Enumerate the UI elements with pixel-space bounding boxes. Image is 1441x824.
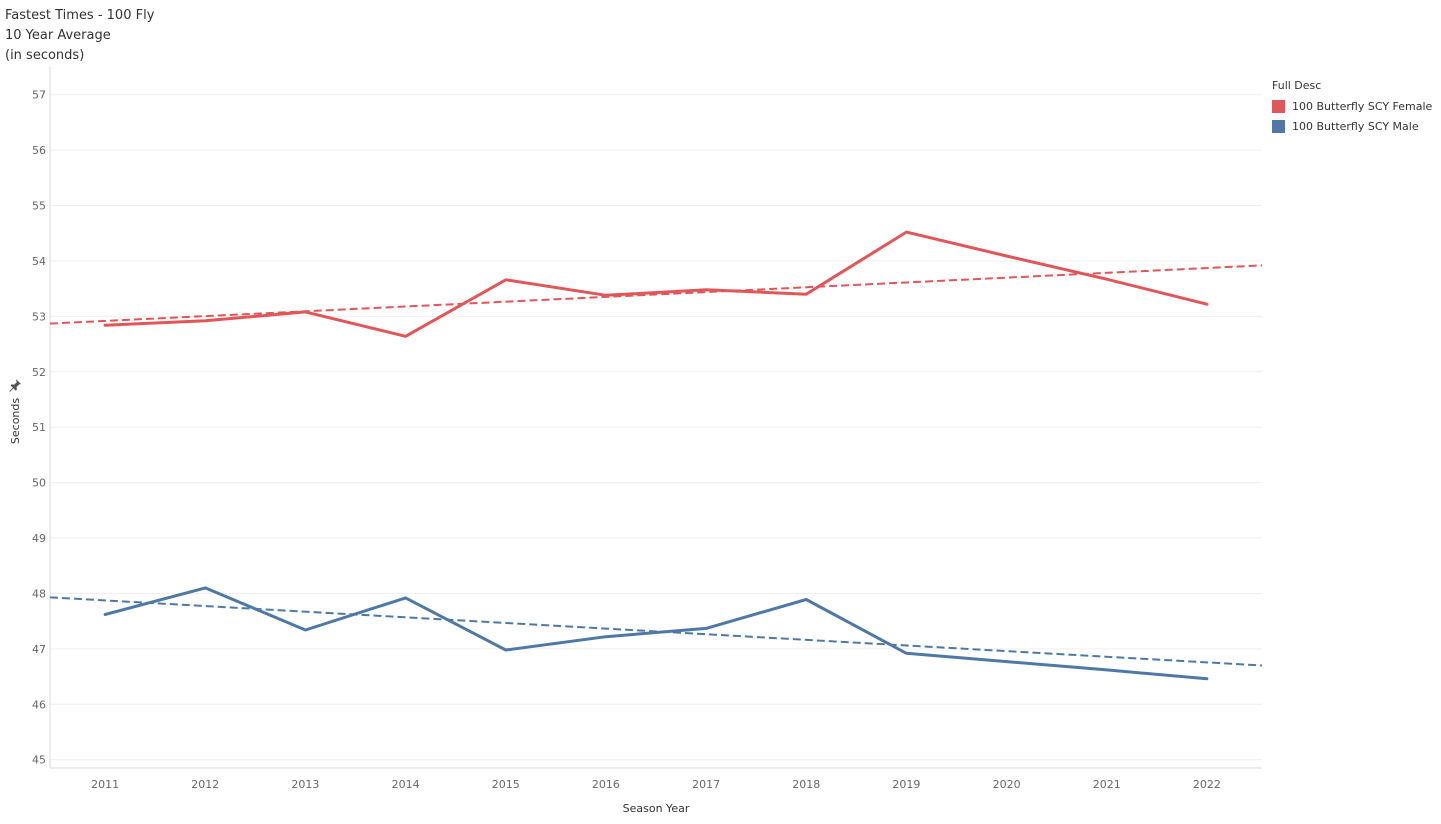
legend-item-male[interactable]: 100 Butterfly SCY Male: [1272, 116, 1432, 136]
x-axis-title: Season Year: [623, 802, 690, 815]
legend-title: Full Desc: [1272, 79, 1322, 92]
y-tick-label: 54: [32, 255, 46, 268]
y-axis-title: Seconds: [9, 398, 22, 444]
x-tick-label: 2011: [91, 778, 119, 791]
x-tick-label: 2015: [492, 778, 520, 791]
y-tick-label: 56: [32, 144, 46, 157]
pin-icon[interactable]: [8, 378, 22, 392]
data-point-female[interactable]: [901, 227, 911, 237]
data-point-male[interactable]: [1202, 674, 1212, 684]
x-tick-label: 2016: [592, 778, 620, 791]
data-point-female[interactable]: [401, 331, 411, 341]
data-point-male[interactable]: [300, 625, 310, 635]
data-point-male[interactable]: [1002, 657, 1012, 667]
data-point-female[interactable]: [200, 316, 210, 326]
y-tick-label: 53: [32, 310, 46, 323]
x-tick-label: 2018: [792, 778, 820, 791]
y-tick-label: 45: [32, 754, 46, 767]
x-tick-label: 2021: [1093, 778, 1121, 791]
chart-subtitle: 10 Year Average: [5, 28, 111, 43]
data-point-female[interactable]: [300, 307, 310, 317]
data-point-male[interactable]: [601, 632, 611, 642]
y-tick-label: 51: [32, 421, 46, 434]
legend-swatch-male: [1272, 119, 1285, 133]
data-point-female[interactable]: [801, 289, 811, 299]
data-point-female[interactable]: [1202, 299, 1212, 309]
legend-label-female: 100 Butterfly SCY Female: [1292, 99, 1433, 113]
data-point-female[interactable]: [701, 285, 711, 295]
data-point-female[interactable]: [601, 290, 611, 300]
data-point-female[interactable]: [100, 320, 110, 330]
data-point-female[interactable]: [1102, 274, 1112, 284]
y-tick-label: 47: [32, 643, 46, 656]
trend-lines: [49, 264, 1263, 667]
y-tick-label: 55: [32, 200, 46, 213]
data-point-female[interactable]: [501, 275, 511, 285]
y-tick-label: 46: [32, 698, 46, 711]
x-tick-label: 2013: [291, 778, 319, 791]
chart-title-block: Fastest Times - 100 Fly 10 Year Average …: [5, 6, 154, 66]
x-tick-label: 2014: [392, 778, 420, 791]
y-tick-label: 48: [32, 587, 46, 600]
x-tick-label: 2017: [692, 778, 720, 791]
x-tick-label: 2022: [1193, 778, 1221, 791]
y-tick-label: 52: [32, 366, 46, 379]
data-point-male[interactable]: [901, 648, 911, 658]
gridlines: [50, 94, 1262, 761]
legend: Full Desc 100 Butterfly SCY Female 100 B…: [1272, 79, 1432, 136]
chart-units-note: (in seconds): [5, 48, 85, 63]
data-point-male[interactable]: [401, 593, 411, 603]
data-point-male[interactable]: [100, 610, 110, 620]
x-tick-label: 2020: [993, 778, 1021, 791]
x-tick-label: 2012: [191, 778, 219, 791]
chart-title: Fastest Times - 100 Fly: [5, 8, 155, 23]
data-point-male[interactable]: [801, 595, 811, 605]
series-line-male[interactable]: [103, 586, 1209, 681]
y-tick-label: 49: [32, 532, 46, 545]
trend-line-female: [49, 264, 1263, 325]
y-tick-label: 50: [32, 477, 46, 490]
axes: 45 46 47 48 49 50 51 52 53 54 55 56 57 2011 2012 2013 20…: [32, 67, 1262, 791]
y-tick-label: 57: [32, 89, 46, 102]
legend-swatch-female: [1272, 99, 1285, 113]
series-line-female[interactable]: [103, 230, 1209, 338]
x-tick-label: 2019: [892, 778, 920, 791]
data-point-male[interactable]: [501, 645, 511, 655]
data-point-male[interactable]: [200, 583, 210, 593]
data-point-female[interactable]: [1002, 251, 1012, 261]
data-point-male[interactable]: [1102, 665, 1112, 675]
legend-label-male: 100 Butterfly SCY Male: [1292, 119, 1419, 133]
legend-item-female[interactable]: 100 Butterfly SCY Female: [1272, 96, 1432, 116]
series-lines: [100, 227, 1212, 684]
data-point-male[interactable]: [701, 623, 711, 633]
